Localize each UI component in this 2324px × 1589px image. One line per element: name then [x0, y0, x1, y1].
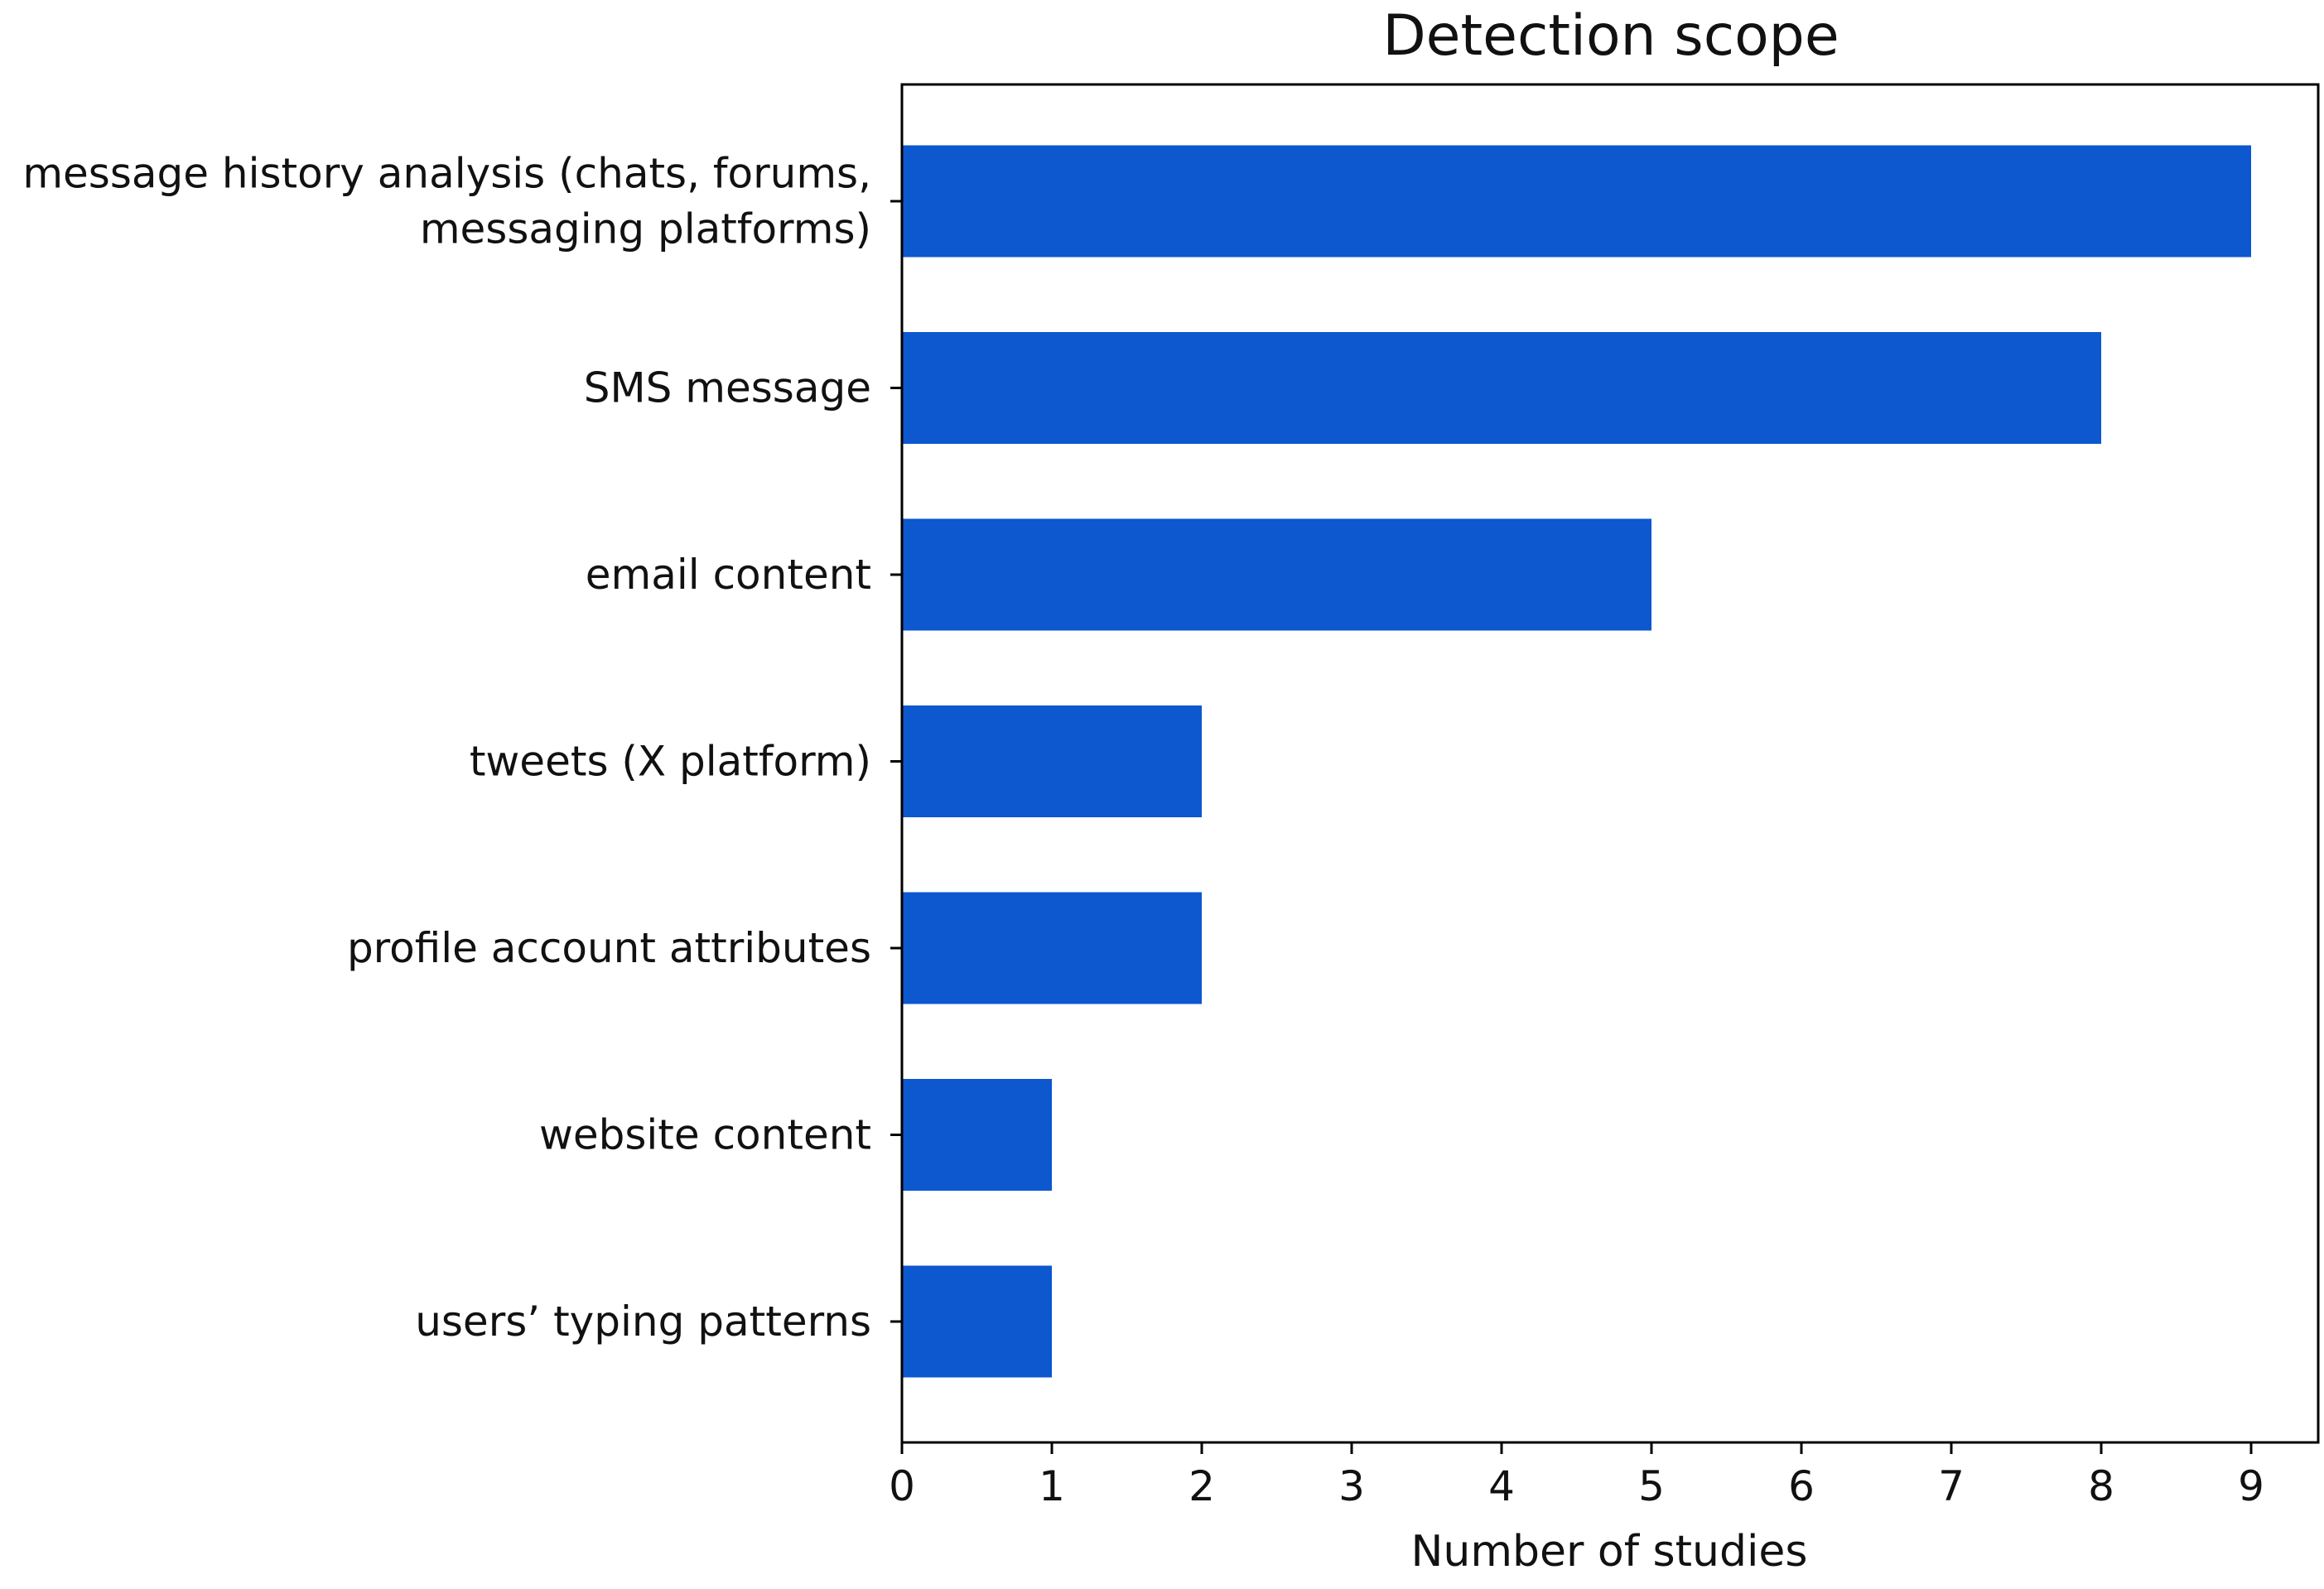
bar	[902, 1079, 1052, 1191]
x-tick-label: 9	[2238, 1462, 2264, 1510]
category-label: website content	[539, 1111, 871, 1159]
plot-frame	[900, 83, 2320, 1444]
category-label: tweets (X platform)	[470, 738, 871, 786]
bar	[902, 892, 1202, 1004]
x-tick-label: 6	[1788, 1462, 1815, 1510]
x-tick-label: 3	[1338, 1462, 1365, 1510]
chart-title: Detection scope	[1382, 3, 1839, 69]
category-label: SMS message	[584, 364, 871, 412]
category-label: profile account attributes	[347, 924, 871, 972]
category-label: email content	[586, 551, 871, 599]
x-tick-label: 8	[2088, 1462, 2114, 1510]
x-tick-label: 4	[1488, 1462, 1515, 1510]
x-tick-label: 0	[889, 1462, 915, 1510]
category-label: users’ typing patterns	[415, 1298, 871, 1346]
x-axis-label: Number of studies	[1410, 1527, 1807, 1577]
x-tick-label: 2	[1189, 1462, 1215, 1510]
x-tick-label: 7	[1938, 1462, 1965, 1510]
x-tick-label: 5	[1638, 1462, 1665, 1510]
category-label: message history analysis (chats, forums,	[22, 150, 871, 198]
bar	[902, 518, 1651, 631]
x-tick-label: 1	[1039, 1462, 1065, 1510]
x-axis-ticks: 0 1 2 3 4 5 6 7 8 9	[889, 1442, 2264, 1510]
category-labels: message history analysis (chats, forums,…	[22, 150, 902, 1346]
bar	[902, 145, 2251, 258]
category-label: messaging platforms)	[420, 205, 871, 253]
bars-layer	[902, 145, 2251, 1378]
bar	[902, 332, 2101, 444]
bar	[902, 1265, 1052, 1378]
bar	[902, 705, 1202, 817]
